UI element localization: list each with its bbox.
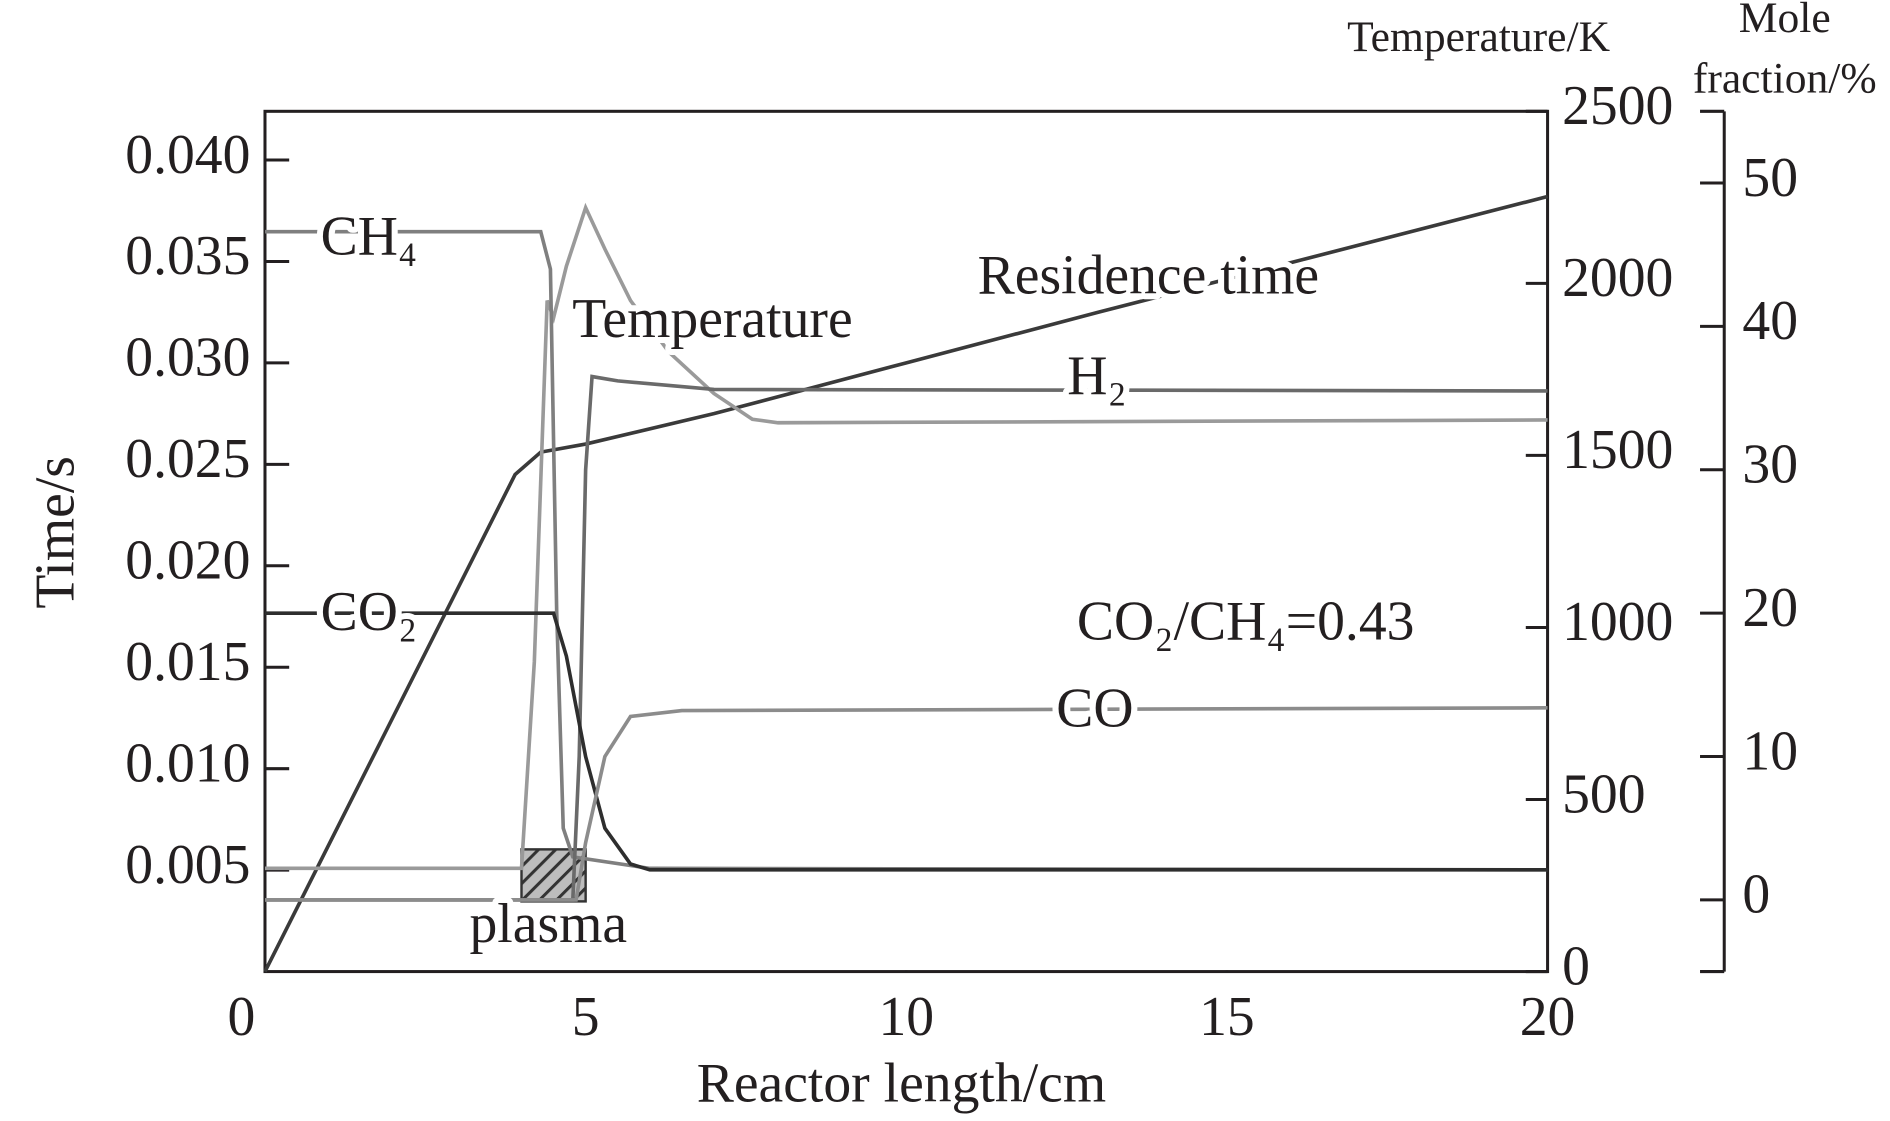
x-tick-label: 0 <box>227 986 255 1048</box>
x-axis-title: Reactor length/cm <box>697 1053 1106 1115</box>
series-label: Temperature <box>572 288 852 350</box>
y2-tick-label: 0 <box>1562 935 1590 997</box>
y3-tick-label: 30 <box>1742 434 1798 496</box>
y3-tick-label: 10 <box>1742 720 1798 782</box>
plot-frame <box>263 109 1550 974</box>
annotation: plasma <box>469 893 627 955</box>
series-label: H₂ <box>1067 345 1127 407</box>
series-line <box>264 374 1548 902</box>
x-tick-label: 10 <box>878 986 934 1048</box>
series-label: CO₂ <box>321 581 418 643</box>
annotation: CO₂/CH₄=0.43 <box>1077 591 1415 653</box>
series-label: CH₄ <box>321 206 418 268</box>
series-line <box>263 194 1549 973</box>
x-tick-label: 20 <box>1520 986 1576 1048</box>
series-line <box>264 229 1548 872</box>
y3-axis-title: fraction/% <box>1693 54 1877 102</box>
y-tick-label: 0.030 <box>125 327 250 389</box>
y3-tick-label: 0 <box>1742 864 1770 926</box>
y2-tick-label: 2500 <box>1562 75 1673 137</box>
y3-tick-label: 40 <box>1742 290 1798 352</box>
y2-tick-label: 1500 <box>1562 419 1673 481</box>
y3-tick-label: 50 <box>1742 147 1798 209</box>
series-line <box>264 202 1548 871</box>
series-label: Residence time <box>978 244 1319 306</box>
y3-tick-label: 20 <box>1742 577 1798 639</box>
x-tick-label: 15 <box>1199 986 1255 1048</box>
y-tick-label: 0.025 <box>125 428 250 490</box>
y2-axis-title: Temperature/K <box>1347 13 1610 61</box>
y-axis-title: Time/s <box>24 456 86 609</box>
y2-tick-label: 2000 <box>1562 247 1673 309</box>
y2-tick-label: 500 <box>1562 763 1645 825</box>
y-tick-label: 0.040 <box>125 124 250 186</box>
y-tick-label: 0.015 <box>125 631 250 693</box>
y-tick-label: 0.010 <box>125 732 250 794</box>
y-tick-label: 0.035 <box>125 225 250 287</box>
y3-axis-title: Mole <box>1739 0 1831 42</box>
series-label: CO <box>1056 678 1133 740</box>
y-tick-label: 0.020 <box>125 530 250 592</box>
series-line <box>264 705 1548 902</box>
y2-tick-label: 1000 <box>1562 591 1673 653</box>
y-tick-label: 0.005 <box>125 834 250 896</box>
x-tick-label: 5 <box>572 986 600 1048</box>
